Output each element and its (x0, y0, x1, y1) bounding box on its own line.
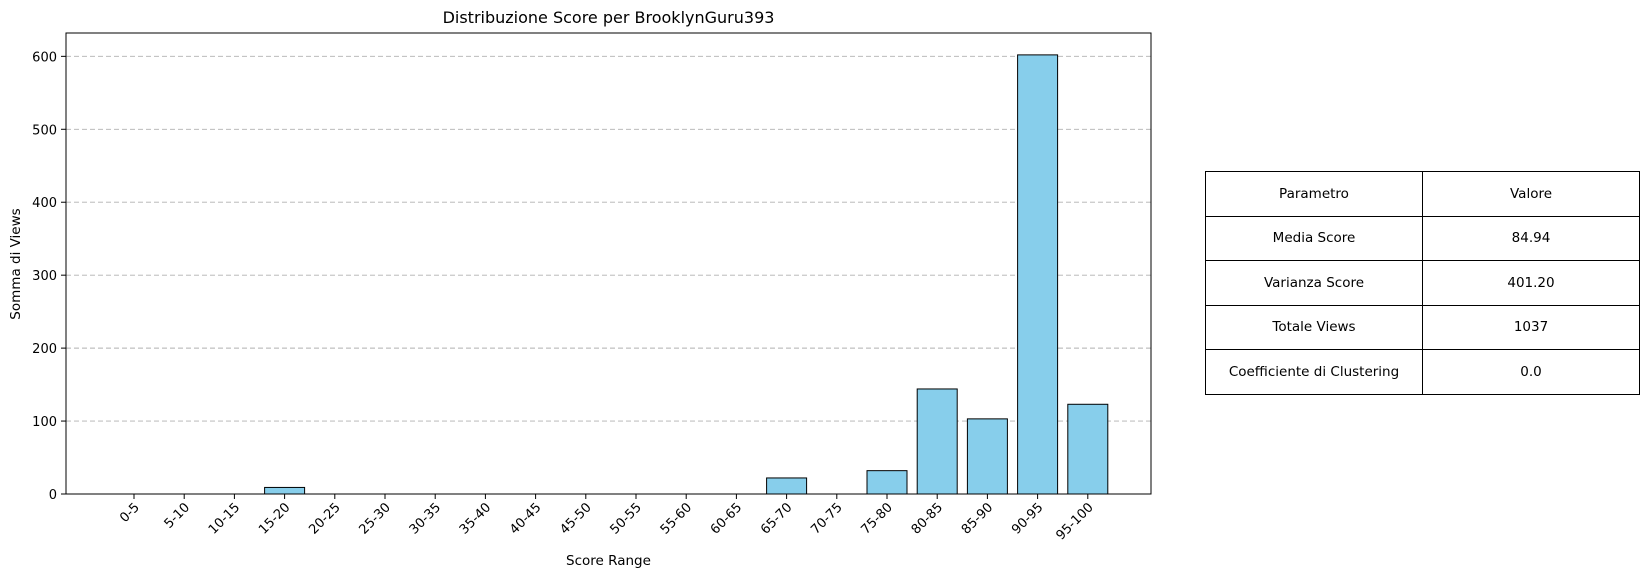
x-tick-label: 10-15 (206, 500, 243, 537)
y-axis-label: Somma di Views (8, 208, 24, 319)
plot-frame (65, 32, 1152, 495)
stats-table-row: Varianza Score 401.20 (1205, 260, 1640, 306)
stats-table-header-row: Parametro Valore (1205, 171, 1640, 217)
x-tick-label: 65-70 (758, 500, 795, 537)
x-tick-label: 60-65 (708, 500, 745, 537)
x-tick-label: 55-60 (658, 500, 695, 537)
bar (264, 486, 306, 495)
stats-table-row: Coefficiente di Clustering 0.0 (1205, 349, 1640, 395)
x-tick-label: 15-20 (256, 500, 293, 537)
x-tick-label: 85-90 (959, 500, 996, 537)
x-tick-label: 75-80 (859, 500, 896, 537)
y-tick-label: 500 (32, 123, 57, 138)
y-tick-label: 100 (32, 415, 57, 430)
bars (264, 54, 1109, 495)
x-axis: 0-5 5-10 10-15 15-20 20-25 25-30 30-35 35-40 40-… (117, 494, 1097, 543)
stats-param-cell: Varianza Score (1205, 260, 1423, 306)
bar (766, 477, 808, 495)
x-tick-label: 40-45 (507, 500, 544, 537)
x-tick-label: 20-25 (306, 500, 343, 537)
x-tick-label: 95-100 (1053, 500, 1096, 543)
stats-value-cell: 84.94 (1422, 215, 1640, 261)
bar (1017, 54, 1059, 495)
stats-header-parametro: Parametro (1205, 171, 1423, 217)
bar (916, 388, 958, 495)
stats-table-row: Media Score 84.94 (1205, 215, 1640, 261)
y-tick-label: 0 (49, 488, 57, 503)
y-tick-label: 300 (32, 269, 57, 284)
stats-param-cell: Media Score (1205, 215, 1423, 261)
x-axis-label: Score Range (566, 553, 651, 569)
y-tick-label: 200 (32, 342, 57, 357)
x-tick-label: 50-55 (608, 500, 645, 537)
chart-title: Distribuzione Score per BrooklynGuru393 (443, 8, 775, 27)
x-tick-label: 35-40 (457, 500, 494, 537)
bar (1067, 403, 1109, 495)
bar (966, 418, 1008, 495)
bar (866, 470, 908, 495)
stats-value-cell: 1037 (1422, 304, 1640, 350)
x-tick-label: 90-95 (1009, 500, 1046, 537)
stats-value-cell: 0.0 (1422, 349, 1640, 395)
x-tick-label: 30-35 (407, 500, 444, 537)
x-tick-label: 45-50 (557, 500, 594, 537)
stats-table-row: Totale Views 1037 (1205, 304, 1640, 350)
stats-header-valore: Valore (1422, 171, 1640, 217)
stats-param-cell: Coefficiente di Clustering (1205, 349, 1423, 395)
y-axis: 0 100 200 300 400 500 600 (32, 50, 66, 503)
stats-table: Parametro Valore Media Score 84.94 Varia… (1205, 171, 1640, 395)
x-tick-label: 70-75 (808, 500, 845, 537)
x-tick-label: 80-85 (909, 500, 946, 537)
stats-param-cell: Totale Views (1205, 304, 1423, 350)
stats-value-cell: 401.20 (1422, 260, 1640, 306)
x-tick-label: 5-10 (162, 500, 193, 531)
y-tick-label: 400 (32, 196, 57, 211)
y-tick-label: 600 (32, 50, 57, 65)
x-tick-label: 25-30 (357, 500, 394, 537)
x-tick-label: 0-5 (117, 500, 143, 526)
